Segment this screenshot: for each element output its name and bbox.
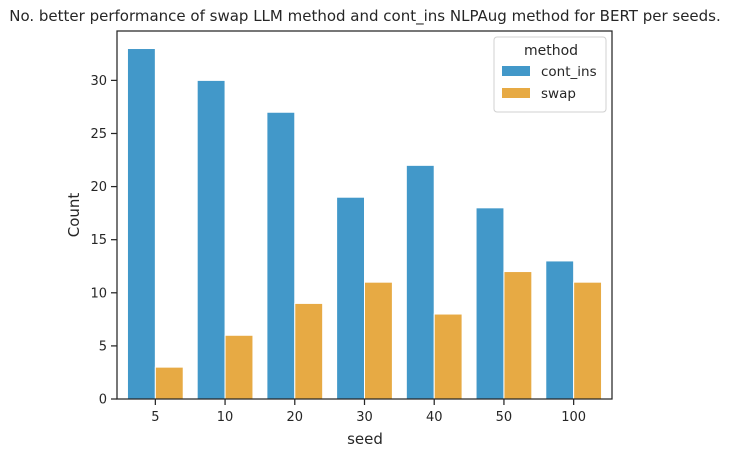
y-axis-label: Count: [65, 193, 83, 238]
x-tick-label: 100: [561, 410, 586, 425]
x-axis: 5 10 20 30 40 50 100: [151, 399, 586, 425]
bar-swap-100: [573, 281, 603, 400]
bars-group: [126, 48, 603, 400]
x-tick-label: 10: [217, 410, 234, 425]
x-tick-label: 50: [496, 410, 513, 425]
legend-swatch-swap: [502, 88, 530, 98]
x-tick-label: 5: [151, 410, 159, 425]
legend-title: method: [524, 43, 578, 59]
bar-cont_ins-40: [405, 164, 435, 400]
y-tick-label: 20: [90, 180, 107, 195]
bar-swap-30: [364, 281, 393, 400]
x-tick-label: 30: [356, 410, 373, 425]
bar-cont_ins-5: [126, 48, 156, 400]
bar-cont_ins-50: [475, 207, 505, 400]
x-axis-label: seed: [347, 430, 383, 448]
y-tick-label: 10: [90, 286, 107, 301]
bar-swap-40: [433, 313, 463, 400]
legend-label-cont_ins: cont_ins: [541, 64, 597, 80]
bar-swap-10: [224, 334, 254, 400]
bar-swap-20: [294, 302, 324, 400]
x-tick-label: 20: [287, 410, 304, 425]
bar-cont_ins-30: [336, 196, 365, 400]
bar-swap-5: [154, 366, 184, 400]
legend-label-swap: swap: [541, 86, 576, 102]
bar-cont_ins-100: [545, 260, 575, 400]
y-tick-label: 0: [99, 393, 107, 408]
y-tick-label: 5: [99, 339, 107, 354]
bar-swap-50: [503, 271, 533, 400]
y-tick-label: 30: [90, 74, 107, 89]
chart-title: No. better performance of swap LLM metho…: [9, 7, 721, 26]
bar-cont_ins-20: [266, 111, 296, 400]
y-tick-label: 25: [90, 127, 107, 142]
legend-swatch-cont_ins: [502, 66, 530, 76]
y-tick-label: 15: [90, 233, 107, 248]
x-tick-label: 40: [426, 410, 443, 425]
y-axis: 0 5 10 15 20 25 30: [90, 74, 117, 408]
bar-cont_ins-10: [196, 79, 226, 400]
